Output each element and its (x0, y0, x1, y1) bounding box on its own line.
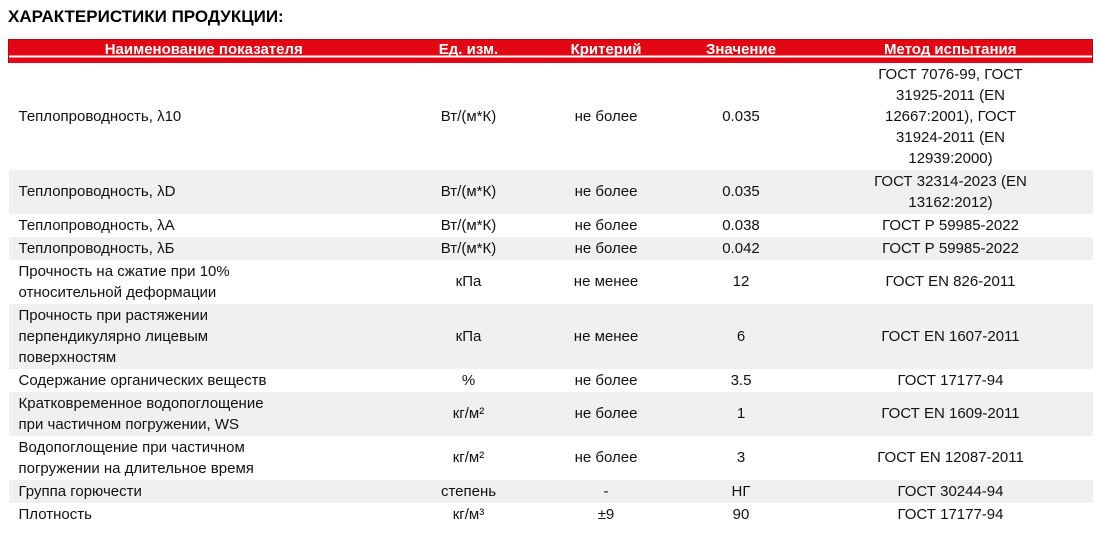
cell-indicator-name: Теплопроводность, λ10 (18, 107, 182, 125)
cell-criterion: не более (574, 107, 638, 125)
cell-indicator-name: Группа горючести (18, 482, 142, 500)
cell-test-method: ГОСТ Р 59985-2022 (882, 216, 1019, 234)
cell-unit: кг/м² (452, 405, 485, 422)
cell-test-method: ГОСТ EN 1607-2011 (881, 327, 1020, 345)
cell-value: 3.5 (730, 371, 752, 389)
table-row: Теплопроводность, λБ Вт/(м*К) не более 0… (8, 236, 1093, 260)
cell-unit: кг/м² (452, 449, 485, 466)
cell-test-method: ГОСТ 17177-94 (897, 505, 1004, 523)
table-row: Плотность кг/м³ ±9 90 ГОСТ 17177-94 (9, 503, 1093, 526)
cell-value: 12 (732, 273, 750, 290)
cell-indicator-name: Теплопроводность, λБ (18, 239, 175, 257)
cell-test-method: ГОСТ 32314-2023 (EN 13162:2012) (874, 172, 1027, 211)
cell-unit: Вт/(м*К) (440, 183, 497, 200)
cell-indicator-name: Водопоглощение при частичном погружении … (18, 438, 254, 477)
table-row: Теплопроводность, λD Вт/(м*К) не более 0… (8, 169, 1093, 214)
cell-value: 1 (736, 405, 746, 422)
cell-unit: кПа (455, 273, 482, 290)
table-header: Наименование показателя Ед. изм. Критери… (8, 39, 1093, 63)
column-header-indicator-name: Наименование показателя (8, 39, 399, 63)
table-header-row: Наименование показателя Ед. изм. Критери… (8, 39, 1093, 63)
cell-test-method: ГОСТ 17177-94 (897, 371, 1004, 389)
cell-test-method: ГОСТ 30244-94 (897, 482, 1004, 500)
cell-value: 0.042 (722, 239, 760, 257)
table-body: Теплопроводность, λ10 Вт/(м*К) не более … (8, 63, 1093, 526)
cell-criterion: - (603, 482, 609, 500)
cell-test-method: ГОСТ EN 826-2011 (885, 273, 1016, 290)
cell-indicator-name: Теплопроводность, λD (18, 183, 176, 200)
cell-unit: степень (440, 482, 497, 500)
cell-criterion: не более (574, 371, 638, 389)
page-title: ХАРАКТЕРИСТИКИ ПРОДУКЦИИ: (8, 7, 284, 26)
table-row: Содержание органических веществ % не бол… (9, 369, 1093, 392)
cell-indicator-name: Прочность при растяжении перпендикулярно… (18, 306, 209, 366)
table-row: Прочность на сжатие при 10% относительно… (9, 260, 1093, 304)
cell-criterion: не более (574, 449, 638, 466)
cell-unit: кПа (455, 327, 482, 345)
cell-value: 90 (732, 505, 750, 523)
cell-indicator-name: Прочность на сжатие при 10% относительно… (18, 262, 230, 301)
cell-value: 3 (736, 449, 746, 466)
table-row: Теплопроводность, λА Вт/(м*К) не более 0… (9, 214, 1093, 237)
cell-unit: кг/м³ (452, 505, 485, 523)
cell-value: 0.035 (722, 183, 760, 200)
cell-criterion: ±9 (597, 505, 615, 523)
table-row: Кратковременное водопоглощение при части… (8, 391, 1093, 436)
cell-value: НГ (731, 482, 751, 500)
cell-test-method: ГОСТ EN 12087-2011 (877, 449, 1024, 466)
cell-value: 0.035 (722, 107, 760, 125)
table-row: Прочность при растяжении перпендикулярно… (8, 303, 1093, 369)
cell-criterion: не менее (573, 273, 639, 290)
table-row: Группа горючести степень - НГ ГОСТ 30244… (8, 479, 1093, 503)
table-row: Водопоглощение при частичном погружении … (9, 436, 1093, 480)
column-header-criterion: Критерий (538, 39, 674, 63)
cell-criterion: не более (574, 183, 638, 200)
cell-unit: Вт/(м*К) (440, 239, 497, 257)
column-header-value: Значение (673, 39, 809, 63)
cell-test-method: ГОСТ 7076-99, ГОСТ 31925-2011 (EN 12667:… (878, 65, 1023, 167)
cell-indicator-name: Теплопроводность, λА (18, 216, 175, 234)
cell-criterion: не более (574, 405, 638, 422)
cell-unit: Вт/(м*К) (440, 107, 497, 125)
cell-value: 0.038 (722, 216, 760, 234)
cell-criterion: не более (574, 239, 638, 257)
cell-indicator-name: Плотность (18, 505, 92, 523)
cell-criterion: не более (574, 216, 638, 234)
cell-criterion: не менее (573, 327, 639, 345)
column-header-unit: Ед. изм. (398, 39, 539, 63)
column-header-test-method: Метод испытания (808, 39, 1093, 63)
cell-test-method: ГОСТ Р 59985-2022 (882, 239, 1019, 257)
cell-unit: % (461, 371, 476, 389)
cell-indicator-name: Содержание органических веществ (18, 371, 267, 389)
characteristics-table: Наименование показателя Ед. изм. Критери… (8, 39, 1093, 526)
cell-unit: Вт/(м*К) (440, 216, 497, 234)
cell-indicator-name: Кратковременное водопоглощение при части… (18, 394, 264, 433)
cell-test-method: ГОСТ EN 1609-2011 (881, 405, 1020, 422)
cell-value: 6 (736, 327, 746, 345)
table-row: Теплопроводность, λ10 Вт/(м*К) не более … (9, 63, 1093, 170)
